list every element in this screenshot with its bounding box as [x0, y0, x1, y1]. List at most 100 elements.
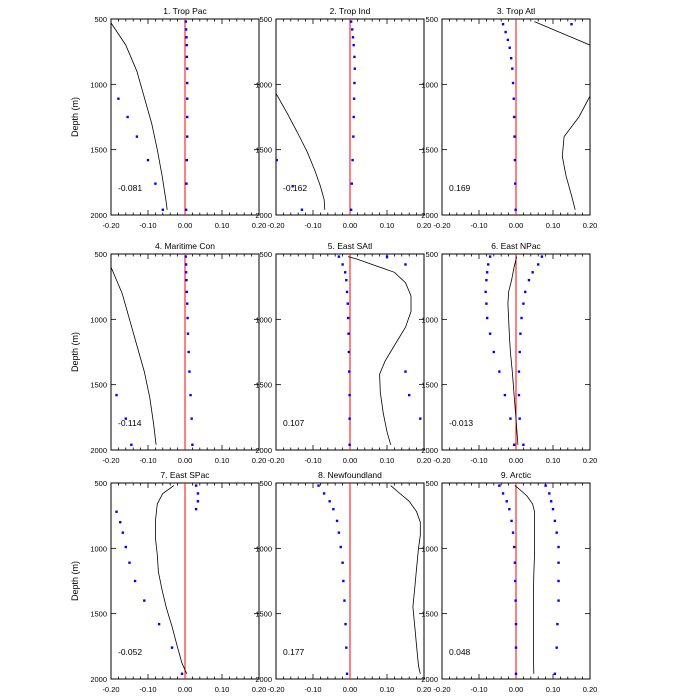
data-point-left [337, 531, 341, 534]
x-tick-label: -0.10 [139, 221, 156, 230]
data-point-right [186, 67, 189, 70]
data-point-right [556, 622, 559, 626]
panel-7: 7. East SPac -0.20 -0.10 0.00 0.10 0.20 500 100… [70, 470, 266, 694]
x-tick-label: -0.20 [433, 456, 450, 465]
data-point-left [514, 579, 517, 583]
x-tick-label: -0.20 [433, 685, 450, 694]
data-point-right [527, 278, 531, 282]
data-point-left [345, 290, 349, 294]
profile-curve [507, 256, 519, 445]
plot-area [337, 254, 422, 450]
data-point-right [352, 135, 355, 138]
y-tick-label: 1500 [421, 610, 438, 619]
x-tick-label: 0.20 [583, 685, 598, 694]
data-point-left [512, 443, 516, 446]
x-tick-label: 0.20 [417, 221, 432, 230]
panel-value-label: 0.107 [283, 418, 305, 428]
profile-curve [154, 485, 188, 674]
profile-curve [111, 22, 168, 210]
panel-title: 1. Trop Pac [163, 6, 207, 16]
y-tick-label: 500 [259, 250, 272, 259]
data-point-right [194, 484, 198, 487]
data-point-left [119, 521, 122, 524]
data-point-left [346, 302, 349, 305]
data-point-right [531, 271, 534, 274]
data-point-right [511, 67, 514, 70]
y-tick-label: 2000 [421, 675, 438, 684]
data-point-right [351, 28, 354, 31]
data-point-right [352, 115, 355, 119]
data-point-left [300, 208, 304, 211]
x-tick-label: 0.00 [509, 685, 524, 694]
data-point-left [485, 316, 489, 320]
plot-area [111, 19, 189, 215]
x-tick-label: 0.20 [252, 685, 267, 694]
x-tick-label: 0.00 [509, 221, 524, 230]
data-point-right [187, 350, 190, 354]
x-tick-label: 0.00 [509, 456, 524, 465]
data-point-right [353, 67, 357, 70]
panel-value-label: -0.081 [118, 183, 142, 193]
x-tick-label: 0.10 [380, 221, 395, 230]
data-point-left [498, 370, 501, 373]
data-point-right [549, 500, 553, 503]
data-point-left [276, 158, 278, 162]
x-tick-label: 0.00 [343, 456, 358, 465]
data-point-right [351, 36, 355, 39]
plot-area [111, 254, 194, 450]
data-point-left [154, 182, 157, 185]
panel-value-label: 0.048 [449, 647, 471, 657]
data-point-left [513, 561, 517, 564]
y-tick-label: 1500 [255, 610, 272, 619]
data-point-right [501, 23, 505, 26]
data-point-left [341, 263, 344, 266]
y-tick-label: 2000 [255, 211, 272, 220]
data-point-right [514, 182, 517, 185]
data-point-left [126, 115, 129, 119]
data-point-left [170, 646, 174, 649]
y-tick-label: 500 [425, 15, 438, 24]
x-tick-label: 0.10 [380, 456, 395, 465]
data-point-right [186, 135, 189, 138]
data-point-right [553, 519, 557, 523]
data-point-left [514, 622, 518, 626]
profile-curve [111, 266, 157, 445]
x-tick-label: -0.10 [470, 456, 487, 465]
data-point-left [135, 135, 139, 138]
data-point-left [514, 672, 518, 675]
data-point-left [335, 519, 339, 523]
data-point-left [347, 332, 350, 335]
data-point-left [501, 492, 505, 495]
data-point-right [512, 115, 516, 119]
panel-5: 5. East SAtl -0.20 -0.10 0.00 0.10 0.20 500 100… [255, 241, 431, 465]
y-tick-label: 1000 [90, 544, 107, 553]
profile-curve [534, 21, 590, 210]
y-tick-label: 1500 [90, 381, 107, 390]
panel-title: 6. East NPac [491, 241, 541, 251]
x-tick-label: 0.10 [215, 685, 230, 694]
data-point-left [180, 672, 184, 675]
y-tick-label: 1000 [421, 315, 438, 324]
data-point-right [184, 255, 187, 258]
data-point-left [161, 208, 164, 211]
x-tick-label: 0.20 [583, 456, 598, 465]
data-point-right [353, 81, 356, 85]
data-point-right [553, 672, 557, 675]
data-point-left [488, 332, 492, 335]
data-point-right [555, 646, 558, 649]
panel-4: 4. Maritime Con -0.20 -0.10 0.00 0.10 0.20 500… [70, 241, 266, 465]
x-tick-label: 0.20 [417, 685, 432, 694]
x-tick-label: -0.20 [267, 685, 284, 694]
x-tick-label: 0.10 [215, 456, 230, 465]
data-point-right [408, 393, 411, 397]
y-tick-label: 1000 [90, 80, 107, 89]
data-point-left [157, 622, 161, 626]
panel-value-label: 0.177 [283, 647, 305, 657]
data-point-left [343, 599, 346, 602]
data-point-left [485, 302, 488, 305]
data-point-right [522, 443, 525, 446]
x-tick-label: -0.10 [470, 221, 487, 230]
data-point-right [513, 135, 516, 138]
data-point-left [128, 561, 131, 564]
